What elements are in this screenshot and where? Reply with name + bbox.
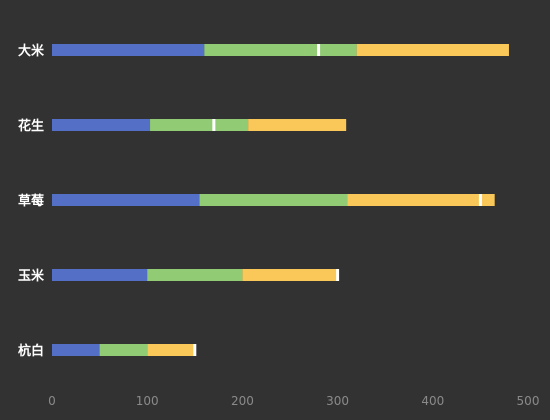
bar-segment-2 <box>150 119 249 131</box>
marker-line <box>212 119 216 131</box>
category-label: 大米 <box>18 43 45 59</box>
bar-segment-1 <box>52 344 100 356</box>
bar-segment-2 <box>204 44 357 56</box>
bar-segment-3 <box>147 344 195 356</box>
marker-line <box>336 269 340 281</box>
bar-segment-2 <box>99 344 148 356</box>
bar-segment-1 <box>52 269 148 281</box>
bar-segment-1 <box>52 44 205 56</box>
marker-line <box>193 344 197 356</box>
bar-segment-2 <box>199 194 348 206</box>
bar-segment-3 <box>347 194 495 206</box>
x-tick-label: 400 <box>421 394 444 408</box>
category-label: 草莓 <box>18 193 44 209</box>
category-label: 玉米 <box>18 268 45 284</box>
x-tick-label: 300 <box>326 394 349 408</box>
marker-line <box>478 194 482 206</box>
x-tick-label: 500 <box>517 394 540 408</box>
bar-segment-1 <box>52 119 151 131</box>
bar-segment-3 <box>248 119 347 131</box>
marker-line <box>317 44 321 56</box>
category-label: 花生 <box>18 118 44 134</box>
category-label: 杭白 <box>18 343 44 359</box>
bar-segment-2 <box>147 269 243 281</box>
bar-segment-3 <box>242 269 338 281</box>
x-tick-label: 0 <box>48 394 56 408</box>
x-tick-label: 100 <box>136 394 159 408</box>
x-tick-label: 200 <box>231 394 254 408</box>
bar-segment-3 <box>356 44 509 56</box>
bar-segment-1 <box>52 194 200 206</box>
